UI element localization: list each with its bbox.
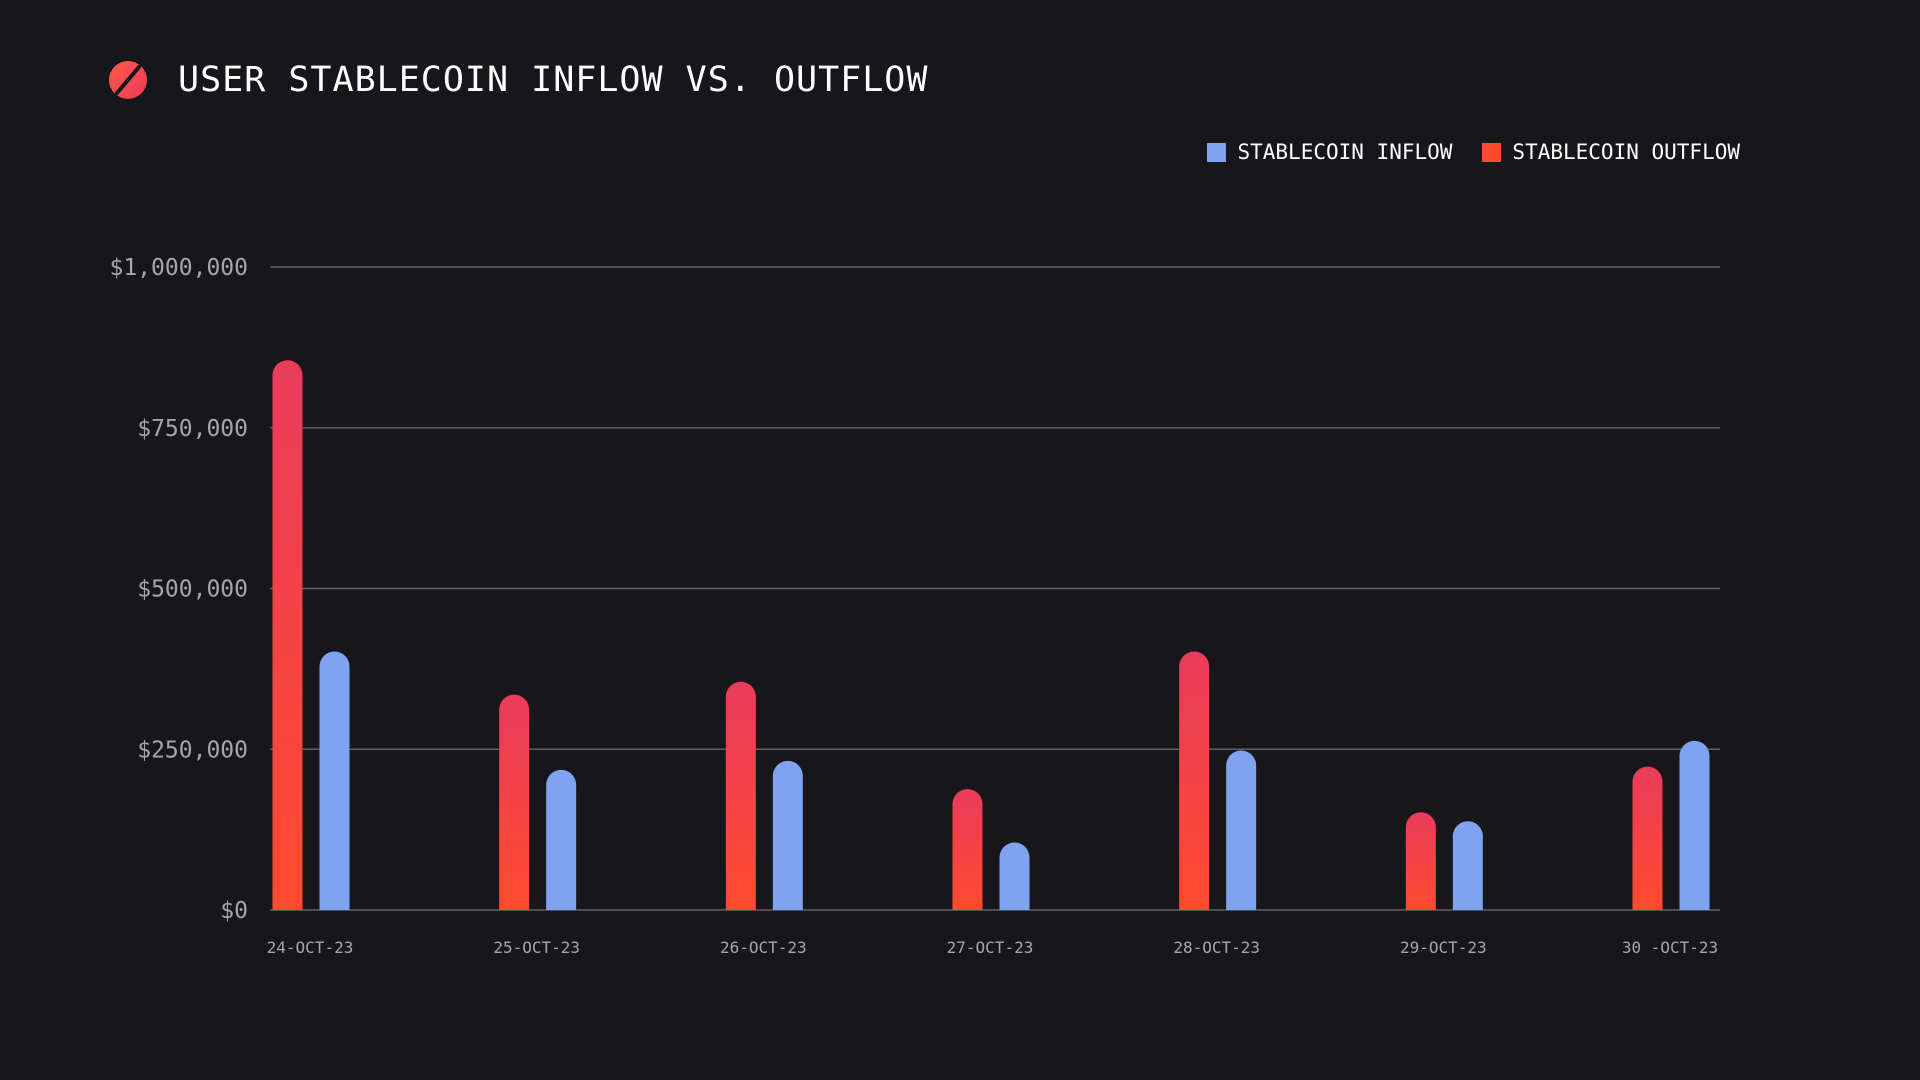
- x-tick-label: 24-OCT-23: [267, 938, 354, 957]
- legend-swatch-inflow: [1207, 142, 1227, 162]
- grid-lines: [270, 266, 1720, 911]
- bar-outflow[interactable]: [272, 360, 303, 911]
- legend-label-inflow: STABLECOIN INFLOW: [1237, 140, 1453, 164]
- y-tick-label: $1,000,000: [110, 255, 248, 281]
- bar-outflow[interactable]: [1632, 766, 1663, 910]
- y-tick-label: $250,000: [137, 737, 248, 763]
- legend-label-outflow: STABLECOIN OUTFLOW: [1512, 140, 1740, 164]
- bar-outflow[interactable]: [1179, 651, 1210, 910]
- chart-legend: STABLECOIN INFLOW STABLECOIN OUTFLOW: [1177, 140, 1740, 164]
- y-tick-label: $0: [220, 898, 248, 924]
- bar-inflow[interactable]: [1679, 740, 1710, 910]
- y-axis-ticks: $0 $250,000 $500,000 $750,000 $1,000,000: [110, 255, 248, 924]
- chart-title: USER STABLECOIN INFLOW VS. OUTFLOW: [178, 60, 929, 100]
- legend-item-inflow[interactable]: STABLECOIN INFLOW: [1207, 140, 1452, 164]
- x-axis-ticks: 24-OCT-23 25-OCT-23 26-OCT-23 27-OCT-23 28-O…: [267, 938, 1719, 957]
- bar-inflow[interactable]: [1452, 821, 1483, 910]
- x-tick-label: 29-OCT-23: [1400, 938, 1487, 957]
- slashed-circle-icon: [109, 61, 147, 99]
- bar-outflow[interactable]: [499, 694, 530, 910]
- legend-swatch-outflow: [1482, 142, 1502, 162]
- bar-inflow[interactable]: [319, 651, 350, 910]
- y-tick-label: $750,000: [137, 416, 248, 442]
- bar-inflow[interactable]: [999, 842, 1030, 910]
- bar-outflow[interactable]: [1405, 812, 1436, 910]
- bars: [272, 360, 1710, 911]
- x-tick-label: 27-OCT-23: [947, 938, 1034, 957]
- bar-outflow[interactable]: [952, 789, 983, 910]
- bar-outflow[interactable]: [725, 681, 756, 910]
- bar-inflow[interactable]: [1226, 750, 1257, 910]
- x-tick-label: 28-OCT-23: [1173, 938, 1260, 957]
- x-tick-label: 30 -OCT-23: [1622, 938, 1718, 957]
- bar-inflow[interactable]: [772, 760, 803, 910]
- x-tick-label: 25-OCT-23: [493, 938, 580, 957]
- y-tick-label: $500,000: [137, 577, 248, 603]
- x-tick-label: 26-OCT-23: [720, 938, 807, 957]
- chart-header: USER STABLECOIN INFLOW VS. OUTFLOW: [108, 58, 928, 102]
- bar-inflow[interactable]: [546, 769, 577, 910]
- legend-item-outflow[interactable]: STABLECOIN OUTFLOW: [1482, 140, 1740, 164]
